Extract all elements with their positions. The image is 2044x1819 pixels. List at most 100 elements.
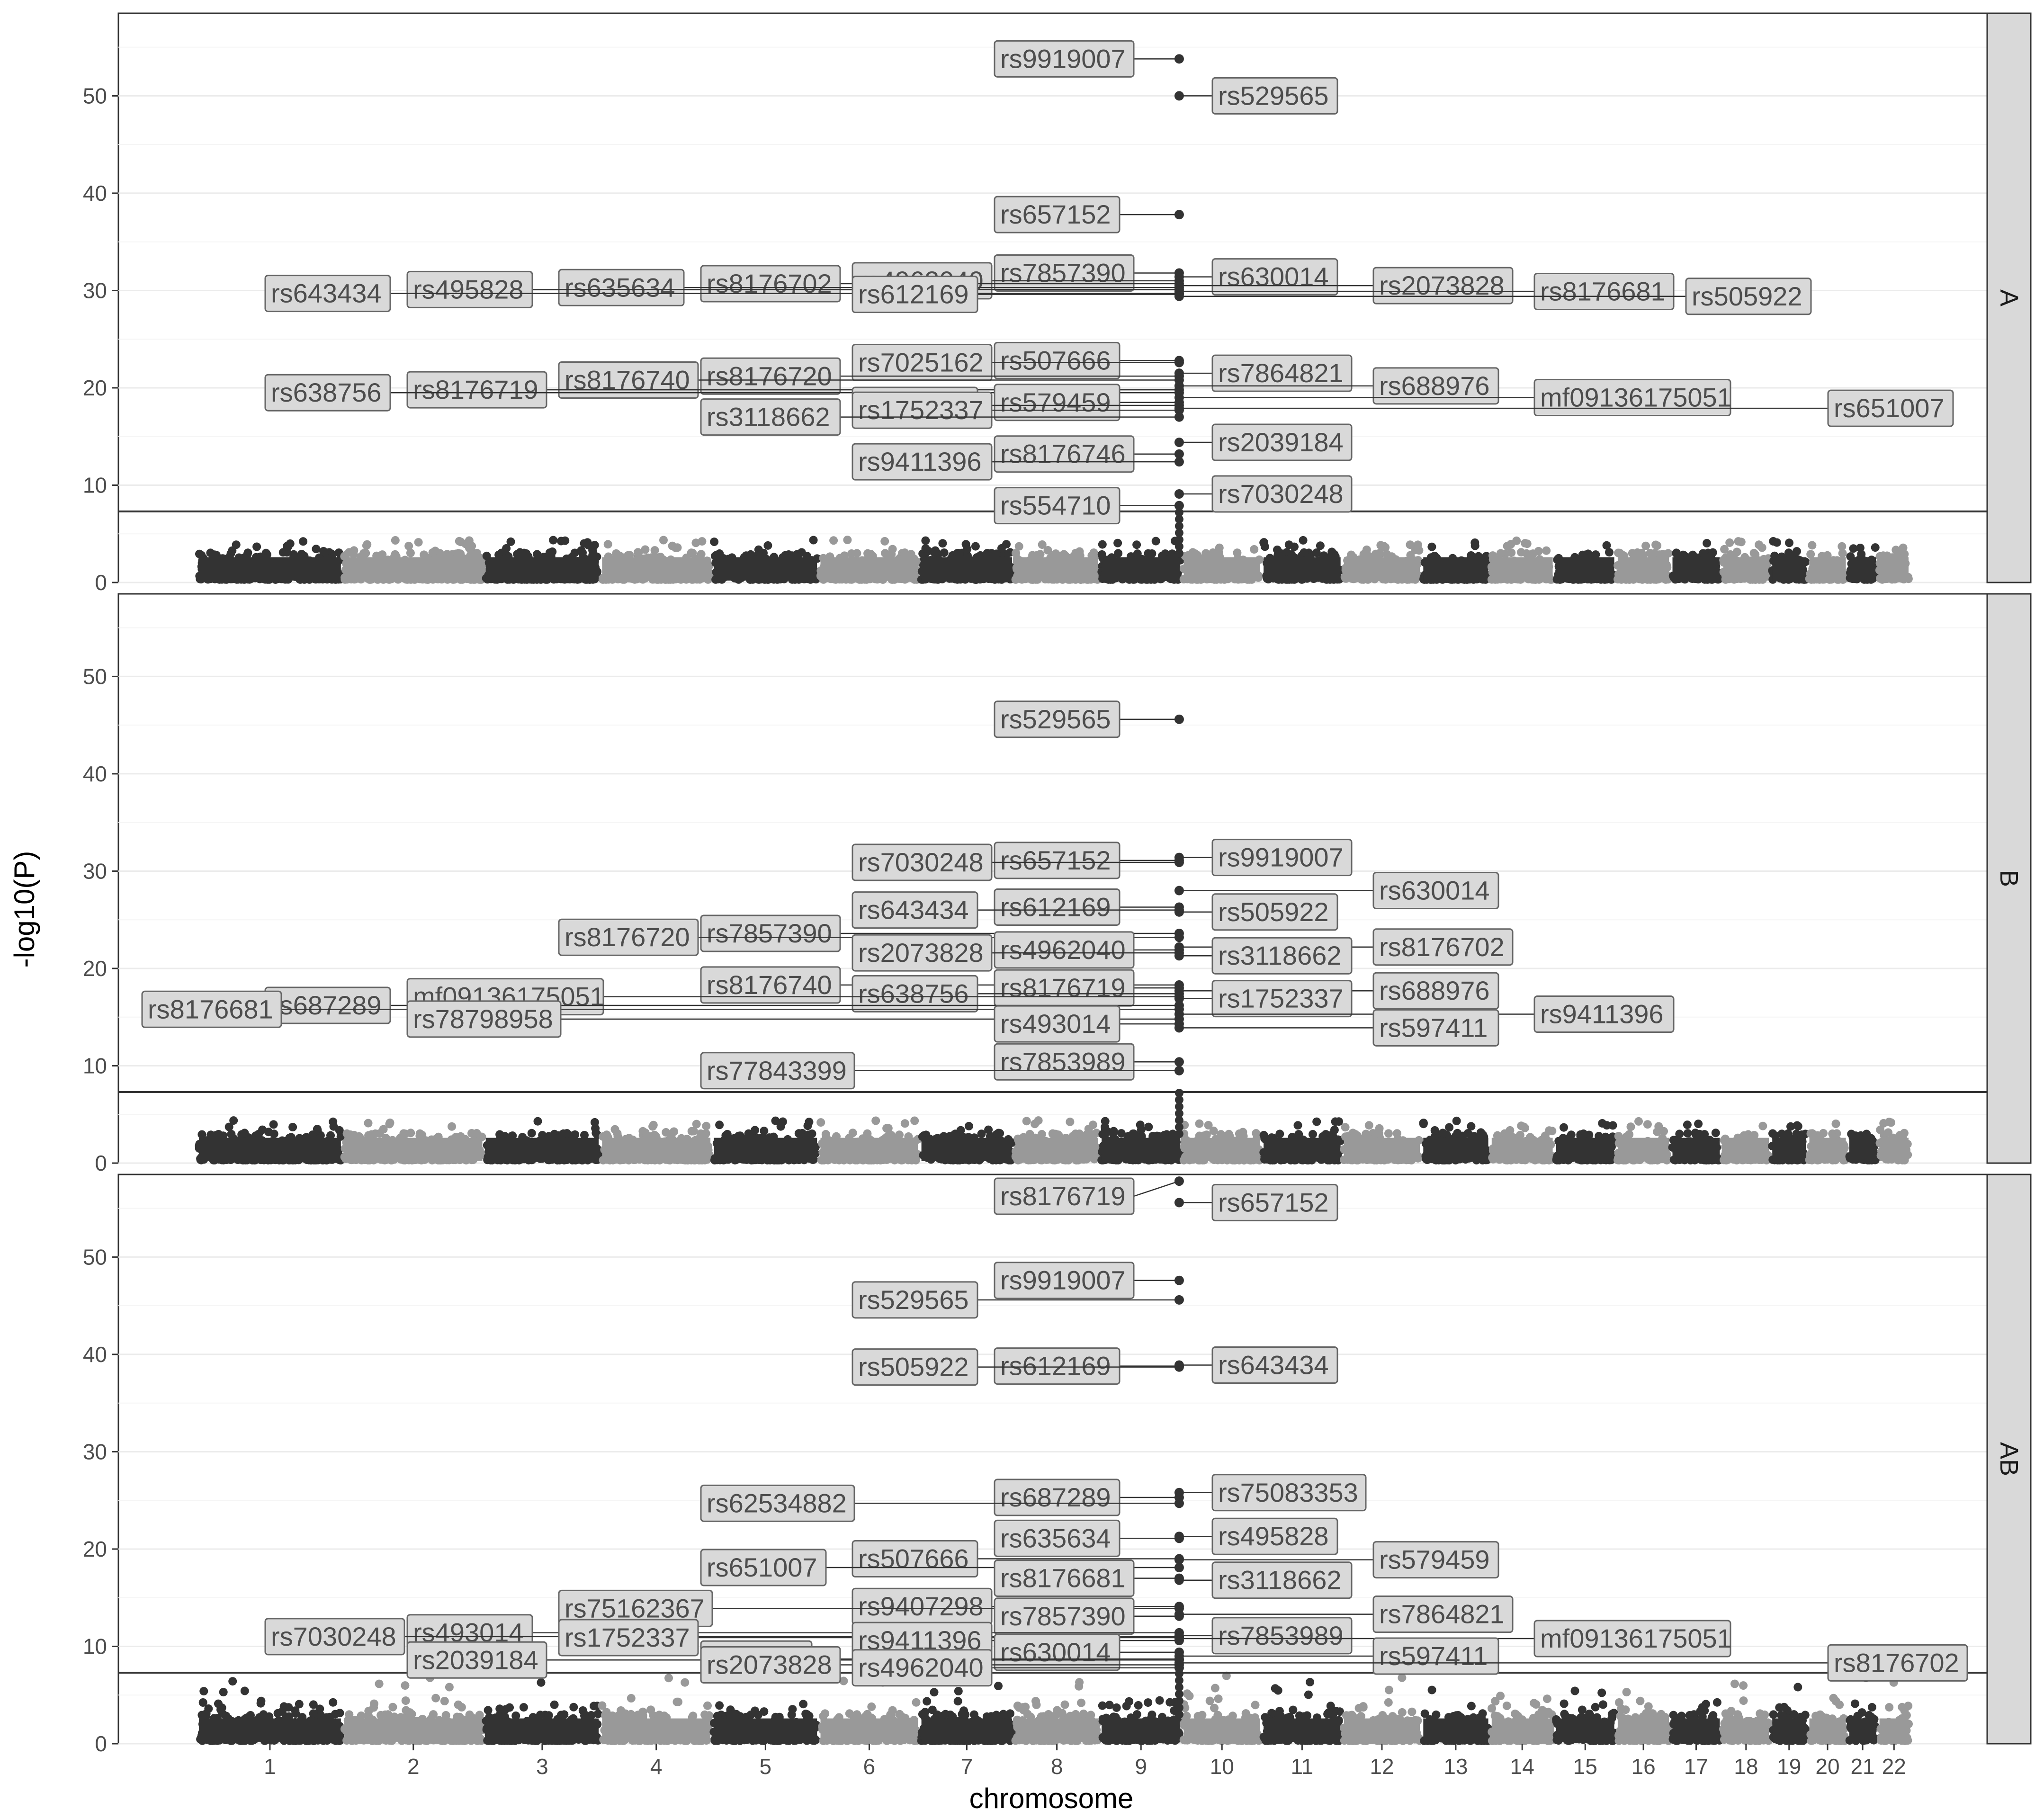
y-tick-label: 40 xyxy=(83,762,107,786)
snp-label: rs554710 xyxy=(1000,491,1111,520)
snp-point xyxy=(1300,548,1309,557)
snp-label: rs651007 xyxy=(1834,393,1945,423)
snp-point xyxy=(1427,542,1436,551)
snp-point xyxy=(940,548,949,557)
facet-B: 01020304050rs529565rs9919007rs657152rs70… xyxy=(83,593,2032,1175)
snp-point xyxy=(746,550,755,559)
snp-band xyxy=(1849,557,1876,581)
snp-point xyxy=(809,536,818,545)
snp-point xyxy=(760,1127,769,1136)
snp-band xyxy=(602,557,711,581)
snp-point xyxy=(931,546,940,555)
snp-point xyxy=(659,536,668,545)
snp-point xyxy=(1749,548,1758,557)
snp-band xyxy=(1183,557,1260,581)
snp-point xyxy=(641,545,650,554)
snp-point xyxy=(662,1128,671,1137)
snp-point xyxy=(900,1119,909,1128)
snp-point xyxy=(556,537,565,546)
snp-point xyxy=(921,544,930,553)
snp-point xyxy=(951,1129,960,1138)
snp-band xyxy=(1723,557,1769,581)
snp-band xyxy=(1879,557,1909,581)
snp-point xyxy=(371,1129,380,1138)
y-tick-label: 0 xyxy=(95,570,107,595)
snp-point xyxy=(1151,537,1160,546)
snp-band xyxy=(714,1138,817,1161)
y-tick-label: 40 xyxy=(83,181,107,206)
snp-point xyxy=(816,1118,825,1127)
snp-band xyxy=(1672,557,1720,581)
snp-point xyxy=(1734,537,1743,546)
snp-label: rs2039184 xyxy=(1218,427,1344,457)
snp-point xyxy=(1132,540,1141,549)
snp-point xyxy=(299,537,308,546)
snp-point xyxy=(1838,542,1847,551)
snp-point xyxy=(584,541,593,550)
snp-point xyxy=(1470,541,1479,550)
y-tick-label: 20 xyxy=(83,376,107,400)
snp-point xyxy=(195,549,204,558)
snp-point xyxy=(1602,541,1611,550)
snp-label: rs8176719 xyxy=(413,375,538,404)
snp-point xyxy=(1290,542,1299,551)
snp-label: rs3118662 xyxy=(707,402,830,432)
snp-point xyxy=(977,1129,986,1138)
snp-label: rs529565 xyxy=(1218,81,1329,110)
snp-point xyxy=(776,1122,785,1131)
snp-point xyxy=(1022,1117,1031,1126)
snp-band xyxy=(1772,557,1806,581)
snp-point xyxy=(829,536,838,545)
snp-point xyxy=(350,546,359,555)
snp-point xyxy=(240,1129,249,1138)
snp-point xyxy=(359,549,368,558)
snp-point xyxy=(470,550,479,559)
snp-label: rs505922 xyxy=(1692,281,1802,311)
snp-point xyxy=(1250,545,1259,554)
snp-point xyxy=(821,1130,830,1138)
snp-point xyxy=(673,543,682,552)
snp-point xyxy=(527,1129,536,1138)
snp-band xyxy=(485,1138,599,1161)
facet-A: 01020304050rs9919007rs529565rs657152rs78… xyxy=(83,12,2032,595)
snp-point xyxy=(880,537,889,546)
snp-band xyxy=(820,557,918,581)
snp-label: rs638756 xyxy=(271,377,382,407)
snp-label: rs635634 xyxy=(565,272,675,302)
snp-point xyxy=(1703,539,1712,547)
snp-point xyxy=(895,1130,904,1139)
snp-point xyxy=(465,544,474,553)
snp-point xyxy=(252,542,261,551)
snp-point xyxy=(590,1118,599,1127)
snp-point xyxy=(1651,540,1660,549)
snp-point xyxy=(871,1116,880,1125)
snp-band xyxy=(1617,557,1669,581)
snp-point xyxy=(1275,548,1284,557)
snp-point xyxy=(1641,541,1650,550)
snp-point xyxy=(1522,549,1531,558)
snp-band xyxy=(199,1138,341,1161)
snp-point xyxy=(455,537,464,546)
snp-label: rs657152 xyxy=(1000,199,1111,229)
snp-label: rs8176746 xyxy=(1000,439,1126,469)
snp-point xyxy=(1900,550,1909,559)
snp-point xyxy=(963,545,972,554)
snp-band xyxy=(921,1138,1013,1161)
snp-point xyxy=(650,546,659,555)
snp-point xyxy=(1148,549,1156,558)
snp-point xyxy=(1191,549,1200,558)
snp-point xyxy=(971,542,980,551)
snp-point xyxy=(843,536,852,545)
snp-point xyxy=(1113,538,1122,547)
snp-point xyxy=(319,547,328,556)
snp-point xyxy=(1098,540,1107,549)
snp-point xyxy=(288,1123,297,1131)
y-tick-label: 10 xyxy=(83,473,107,497)
snp-point xyxy=(887,550,896,559)
snp-point xyxy=(312,545,321,554)
snp-label: rs7025162 xyxy=(858,348,984,377)
snp-label: rs643434 xyxy=(271,278,382,308)
